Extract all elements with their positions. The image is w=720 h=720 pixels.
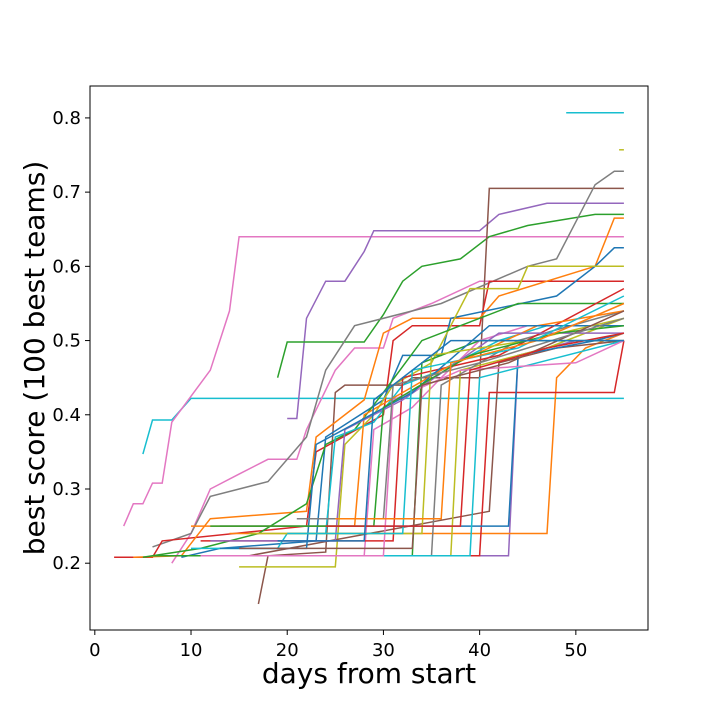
- series-line-38: [277, 339, 624, 542]
- x-tick-label: 50: [564, 640, 587, 661]
- series-line-16: [181, 324, 624, 557]
- y-tick-label: 0.7: [52, 182, 81, 203]
- series-line-5: [171, 280, 624, 564]
- series-line-36: [325, 332, 625, 527]
- series-line-6: [287, 202, 624, 420]
- x-tick-label: 10: [180, 640, 203, 661]
- y-tick-label: 0.5: [52, 331, 81, 352]
- y-axis: 0.2 0.3 0.4 0.5 0.6 0.7 0.8: [52, 108, 90, 574]
- y-tick-label: 0.2: [52, 553, 81, 574]
- x-axis: 0 10 20 30 40 50: [89, 630, 587, 661]
- plot-area: [114, 111, 625, 605]
- plot-frame: [89, 85, 649, 631]
- series-line-11: [133, 217, 624, 559]
- series-line-31: [248, 317, 625, 535]
- series-line-29: [200, 339, 625, 557]
- x-tick-label: 20: [276, 640, 299, 661]
- series-line-30: [219, 324, 624, 550]
- x-axis-label: days from start: [262, 657, 476, 690]
- y-tick-label: 0.4: [52, 405, 81, 426]
- series-line-37: [335, 302, 625, 520]
- y-axis-label: best score (100 best teams): [18, 161, 51, 556]
- x-tick-label: 30: [372, 640, 395, 661]
- y-tick-label: 0.6: [52, 256, 81, 277]
- series-line-33: [239, 310, 625, 550]
- x-tick-label: 0: [89, 640, 100, 661]
- series-line-9: [152, 170, 624, 548]
- series-line-22: [191, 317, 625, 557]
- series-line-4: [123, 235, 624, 527]
- x-tick-label: 40: [468, 640, 491, 661]
- y-tick-label: 0.8: [52, 108, 81, 129]
- series-line-7: [276, 213, 624, 378]
- y-tick-label: 0.3: [52, 479, 81, 500]
- series-line-12: [181, 247, 624, 559]
